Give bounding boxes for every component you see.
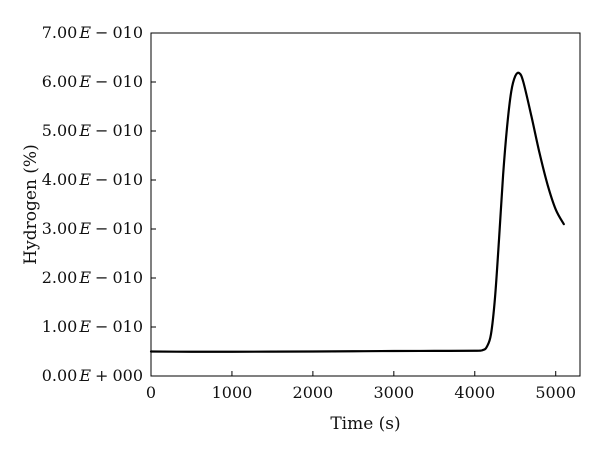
y-tick-label: 4.00 E −010 [42, 170, 143, 189]
x-tick-label: 0 [146, 383, 156, 402]
x-tick-label: 1000 [212, 383, 253, 402]
y-tick-label: 6.00 E −010 [42, 72, 143, 91]
x-tick-label: 2000 [293, 383, 334, 402]
x-axis-title: Time (s) [330, 414, 400, 434]
y-tick-label: 3.00 E −010 [42, 219, 143, 238]
x-tick-label: 4000 [454, 383, 495, 402]
hydrogen-series-line [149, 71, 565, 353]
x-axis-ticks: 0 1000 2000 3000 4000 5000 [146, 371, 576, 402]
y-tick-label: 1.00 E −010 [42, 317, 143, 336]
y-axis-title: Hydrogen (%) [21, 144, 41, 264]
y-tick-label: 2.00 E −010 [42, 268, 143, 287]
y-tick-label: 5.00 E −010 [42, 121, 143, 140]
y-tick-label: 7.00 E −010 [42, 23, 143, 42]
plot-frame [150, 32, 581, 377]
x-tick-label: 3000 [373, 383, 414, 402]
x-tick-label: 5000 [535, 383, 576, 402]
y-tick-label: 0.00 E +000 [42, 366, 143, 385]
y-axis-ticks: 0.00 E +000 1.00 E −010 2.00 E −010 3.00 E −010 4.00… [42, 23, 156, 385]
